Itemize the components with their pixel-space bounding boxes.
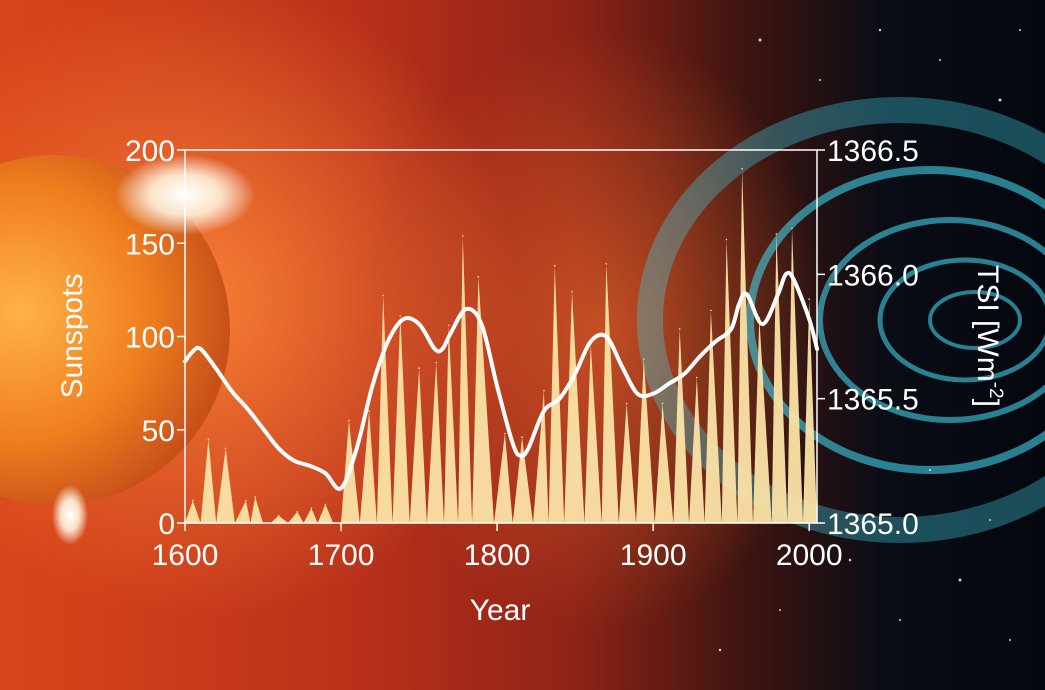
y-tick-label-50: 50 (142, 415, 175, 448)
sunspot-peak-19 (521, 436, 523, 439)
sunspot-peak-35 (791, 227, 793, 230)
sunspot-peak-24 (605, 263, 608, 265)
y2-tick-label-1365.5: 1365.5 (827, 384, 919, 417)
sunspot-peak-0 (192, 499, 194, 502)
sunspot-peak-34 (775, 233, 778, 235)
sunspot-peak-31 (725, 238, 728, 241)
y2-tick-label-1365.0: 1365.0 (827, 508, 919, 541)
sunspot-peak-26 (643, 358, 645, 360)
y-axis-left: 0 50 100 150 200 (125, 135, 185, 541)
sunspot-peak-1 (207, 438, 210, 440)
tsi-series (183, 270, 819, 491)
magnetosphere-rings (637, 97, 1045, 543)
y-tick-label-150: 150 (125, 228, 175, 261)
sunspot-peak-17 (477, 276, 480, 278)
x-tick-label-1700: 1700 (308, 539, 375, 572)
y-axis-right-title: TSI [Wm-2] (971, 265, 1006, 407)
sunspot-peak-15 (447, 324, 450, 327)
sunspot-peak-29 (696, 376, 698, 379)
sunspot-peak-20 (543, 389, 545, 392)
sunspot-peak-2 (224, 447, 227, 450)
sunspot-peak-27 (661, 402, 664, 405)
sunspot-peak-18 (504, 432, 506, 435)
sunspot-area (185, 168, 817, 523)
sunspot-peak-16 (462, 235, 464, 237)
sunspot-peak-8 (324, 503, 327, 506)
x-tick-label-2000: 2000 (776, 539, 843, 572)
y-tick-label-100: 100 (125, 322, 175, 355)
sunspot-peak-28 (678, 328, 681, 330)
sunspot-peak-12 (399, 315, 402, 317)
sunspot-peak-30 (710, 309, 712, 312)
sunspot-peak-25 (625, 402, 628, 405)
stars (718, 28, 1021, 652)
sunspot-peak-11 (382, 294, 385, 297)
sunspot-peak-22 (571, 290, 573, 293)
sunspot-peak-10 (368, 410, 370, 412)
sun-disc (0, 155, 230, 505)
x-axis: 1600 1700 1800 1900 2000 (152, 523, 843, 572)
x-tick-label-1600: 1600 (152, 539, 219, 572)
sunspot-peak-36 (808, 298, 810, 301)
sunspot-peak-13 (418, 367, 420, 370)
sunspot-peak-6 (296, 511, 299, 513)
sunspot-peak-14 (435, 361, 438, 364)
y-axis-right: 1365.0 1365.5 1366.0 1366.5 (817, 135, 919, 541)
sunspot-peak-3 (245, 499, 247, 502)
y2-tick-label-1366.0: 1366.0 (827, 259, 919, 292)
x-tick-label-1800: 1800 (464, 539, 531, 572)
tsi-line (183, 270, 819, 491)
sunspot-peak-21 (554, 264, 556, 267)
sunspot-peak-7 (310, 507, 313, 509)
y-tick-label-0: 0 (158, 508, 175, 541)
x-axis-title: Year (470, 594, 531, 627)
y2-tick-label-1366.5: 1366.5 (827, 135, 919, 168)
sunspot-series (185, 167, 817, 523)
sunspot-peak-32 (741, 167, 743, 170)
sunspot-peak-5 (277, 514, 280, 517)
y-tick-label-200: 200 (125, 135, 175, 168)
x-tick-label-1900: 1900 (620, 539, 687, 572)
sunspot-peak-4 (254, 496, 256, 498)
y-axis-left-title: Sunspots (56, 273, 89, 398)
sunspot-peak-9 (348, 419, 350, 422)
